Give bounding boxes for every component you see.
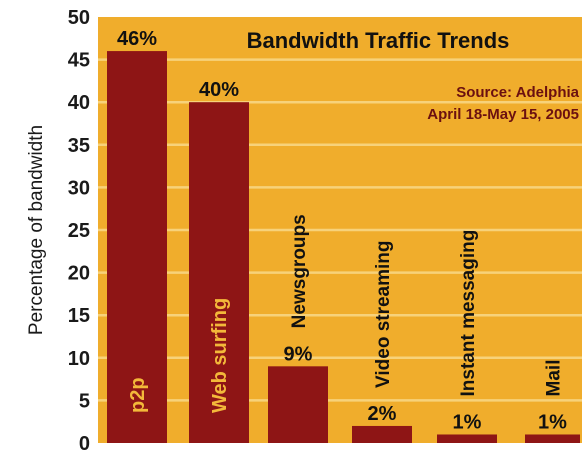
bar-video-streaming [352,425,412,443]
category-label: p2p [127,377,149,413]
y-axis-ticks: 0 5 10 15 20 25 30 35 40 45 50 [68,7,90,455]
y-tick-label: 5 [79,390,90,412]
y-tick-label: 40 [68,92,90,114]
y-tick-label: 15 [68,305,90,327]
category-label: Newsgroups [289,214,310,328]
y-tick-label: 50 [68,7,90,29]
category-labels: p2p Web surfing Newsgroups Video streaming I… [127,214,565,413]
source-line-1: Source: Adelphia [456,84,579,101]
bars [107,51,580,444]
y-tick-label: 25 [68,220,90,242]
bar-newsgroups [268,366,328,443]
bar-web-surfing [189,102,249,443]
category-label: Instant messaging [458,230,479,397]
y-tick-label: 10 [68,348,90,370]
bar-p2p [107,51,167,444]
y-tick-label: 45 [68,50,90,72]
value-label: 40% [199,79,239,101]
category-label: Web surfing [209,298,231,413]
category-label: Mail [544,360,565,397]
chart-title: Bandwidth Traffic Trends [247,28,510,53]
value-labels: 46% 40% 9% 2% 1% 1% [117,28,567,433]
value-label: 9% [284,343,313,365]
y-tick-label: 35 [68,135,90,157]
value-label: 46% [117,28,157,50]
bar-instant-messaging [437,434,497,443]
category-label: Video streaming [373,240,394,387]
bar-mail [525,434,580,443]
y-tick-label: 30 [68,177,90,199]
gridlines [98,58,582,402]
y-tick-label: 20 [68,263,90,285]
source-line-2: April 18-May 15, 2005 [427,106,579,123]
value-label: 1% [453,411,482,433]
y-tick-label: 0 [79,433,90,455]
y-axis-label: Percentage of bandwidth [26,125,47,335]
value-label: 2% [368,403,397,425]
value-label: 1% [538,411,567,433]
